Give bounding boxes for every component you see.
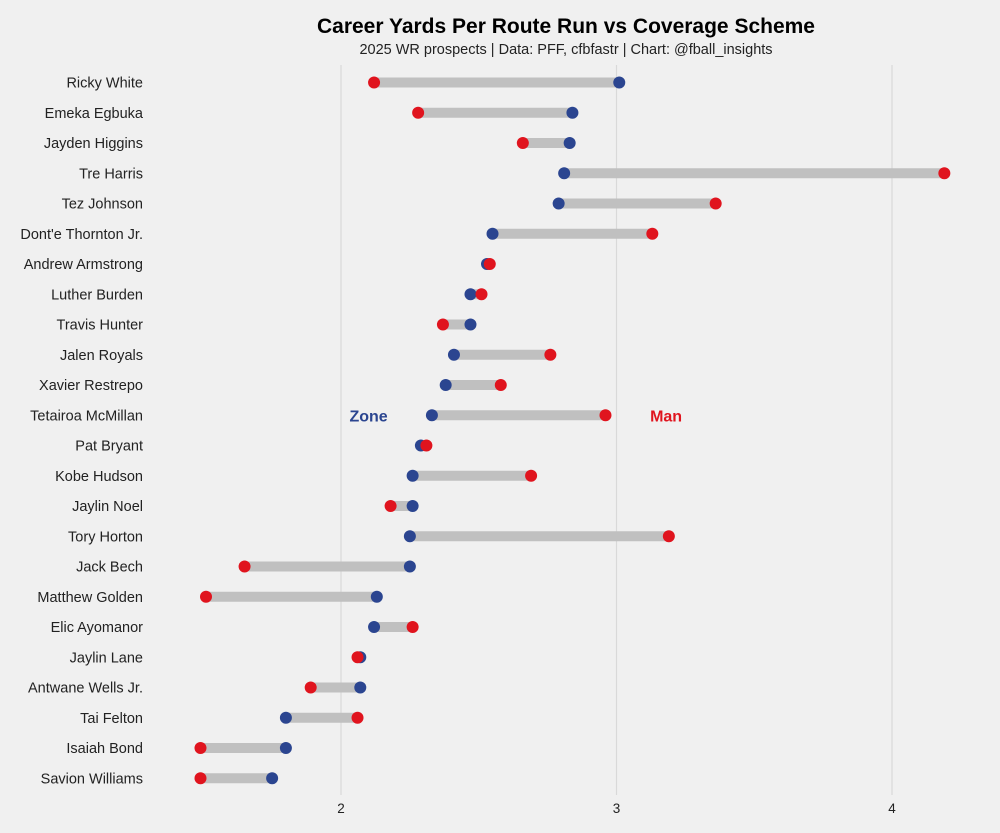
x-tick-label: 2 [337,801,345,816]
x-tick-label: 4 [888,801,896,816]
zone-points [266,76,626,785]
zone-point [447,348,460,361]
man-point [304,681,317,694]
zone-point [613,76,626,89]
player-label: Luther Burden [51,287,143,303]
zone-point [406,469,419,482]
player-label: Tre Harris [79,166,143,182]
man-point [406,621,419,633]
zone-point [406,500,419,512]
zone-point [558,167,571,180]
player-label: Savion Williams [41,771,143,787]
player-label: Jack Bech [76,560,143,576]
man-point [475,288,488,301]
zone-point [464,318,477,331]
zone-point [266,772,279,785]
man-point [194,742,207,754]
zone-point [439,379,452,391]
player-label: Jalen Royals [60,348,143,364]
man-point [662,530,675,543]
zone-point [425,409,438,422]
connectors [200,77,945,784]
man-point [194,772,207,785]
player-label: Tai Felton [80,711,143,727]
man-point [646,227,659,240]
player-label: Tetairoa McMillan [30,408,143,424]
man-point [938,167,951,180]
player-labels: Ricky White Emeka Egbuka Jayden Higgins Tre… [20,76,144,788]
man-point [420,439,433,452]
chart-subtitle: 2025 WR prospects | Data: PFF, cfbfastr … [359,42,772,58]
zone-point [354,681,367,694]
zone-point [464,288,477,301]
man-point [384,500,397,512]
man-points [194,76,951,785]
annotations: Zone Man [349,408,682,425]
man-point [412,106,425,119]
x-tick-label: 3 [613,801,621,816]
zone-annotation: Zone [349,408,387,425]
player-label: Tory Horton [68,529,143,545]
player-label: Antwane Wells Jr. [28,681,143,697]
player-label: Tez Johnson [62,197,143,213]
zone-point [563,137,576,149]
player-label: Elic Ayomanor [51,620,144,636]
man-point [516,137,529,149]
man-point [709,197,722,210]
player-label: Travis Hunter [57,318,144,334]
player-label: Jaylin Noel [72,499,143,515]
man-point [351,711,364,724]
player-label: Kobe Hudson [55,469,143,485]
man-point [544,348,557,361]
zone-point [368,621,381,633]
man-point [351,651,364,664]
man-point [525,469,538,482]
player-label: Pat Bryant [75,439,143,455]
player-label: Xavier Restrepo [39,378,143,394]
man-point [368,76,381,89]
zone-point [403,560,416,573]
player-label: Matthew Golden [37,590,143,606]
player-label: Ricky White [66,76,143,92]
x-axis-ticks: 2 3 4 [337,801,896,816]
player-label: Jaylin Lane [70,650,143,666]
zone-point [566,106,579,119]
man-annotation: Man [650,408,682,425]
chart-title: Career Yards Per Route Run vs Coverage S… [317,15,815,38]
zone-point [552,197,565,210]
zone-point [279,742,292,754]
man-point [599,409,612,422]
zone-point [370,590,383,603]
zone-point [403,530,416,543]
player-label: Andrew Armstrong [24,257,143,273]
man-point [200,590,213,603]
grid-lines [340,65,893,795]
zone-point [486,227,499,240]
player-label: Isaiah Bond [66,741,143,757]
man-point [483,258,496,270]
player-label: Emeka Egbuka [45,106,144,122]
player-label: Dont'e Thornton Jr. [20,227,143,243]
zone-point [279,711,292,724]
man-point [436,318,449,331]
player-label: Jayden Higgins [44,136,143,152]
man-point [238,560,251,573]
man-point [494,379,507,391]
